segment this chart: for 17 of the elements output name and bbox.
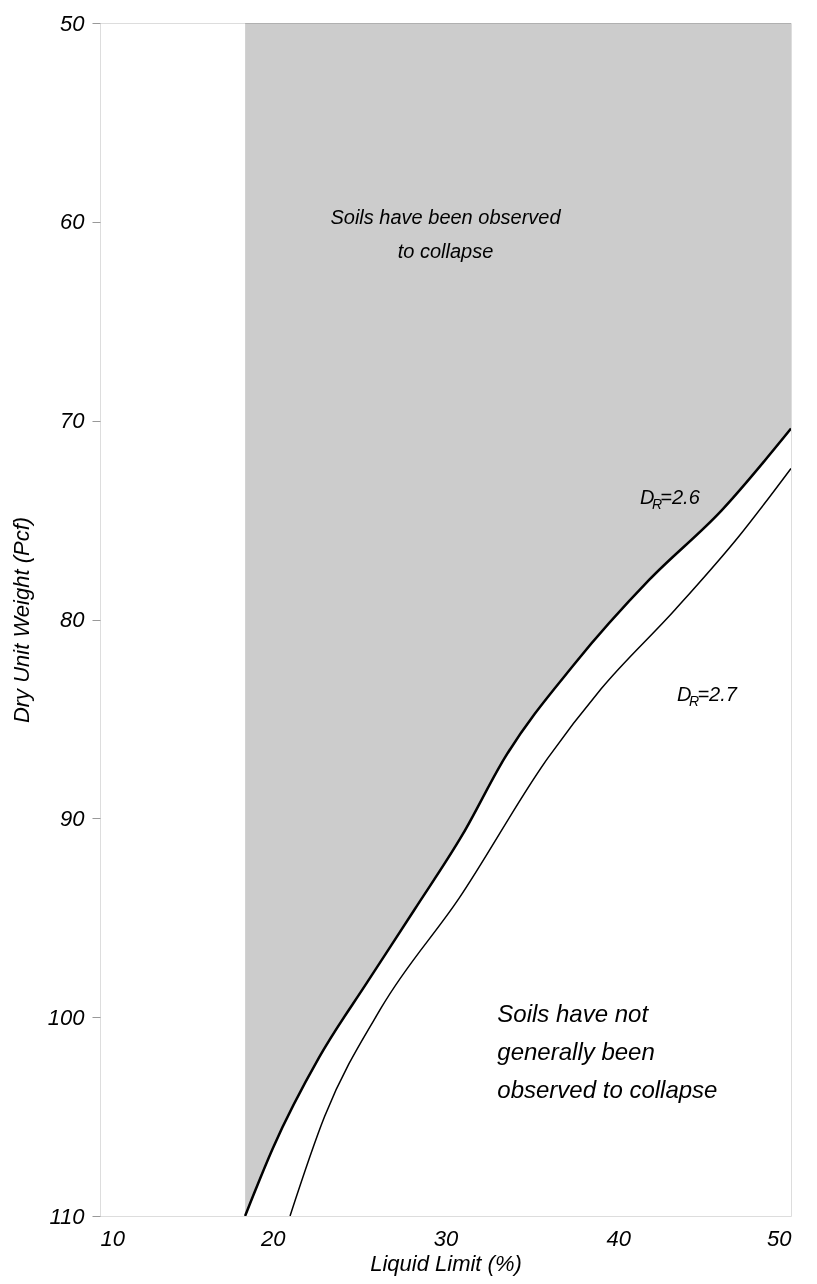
y-axis-title: Dry Unit Weight (Pcf) <box>8 516 34 724</box>
x-tick-label: 30 <box>433 1225 459 1251</box>
y-tick-label: 100 <box>47 1004 86 1030</box>
x-tick-label: 40 <box>606 1225 632 1251</box>
x-tick-label: 50 <box>767 1225 793 1251</box>
x-tick-label: 20 <box>260 1225 287 1251</box>
y-tick-label: 50 <box>60 10 86 36</box>
y-tick-label: 90 <box>60 805 86 831</box>
y-tick-label: 110 <box>49 1203 86 1229</box>
line-series <box>289 467 791 1216</box>
annotation: Soils have been observed to collapse <box>330 205 562 262</box>
x-axis-title: Liquid Limit (%) <box>370 1250 522 1276</box>
annotation: Soils have not generally been observed to collapse <box>497 1000 718 1104</box>
y-tick-label: 70 <box>60 408 86 434</box>
y-tick-label: 60 <box>60 209 86 235</box>
x-tick-label: 10 <box>100 1225 126 1251</box>
y-tick-label: 80 <box>60 607 86 632</box>
